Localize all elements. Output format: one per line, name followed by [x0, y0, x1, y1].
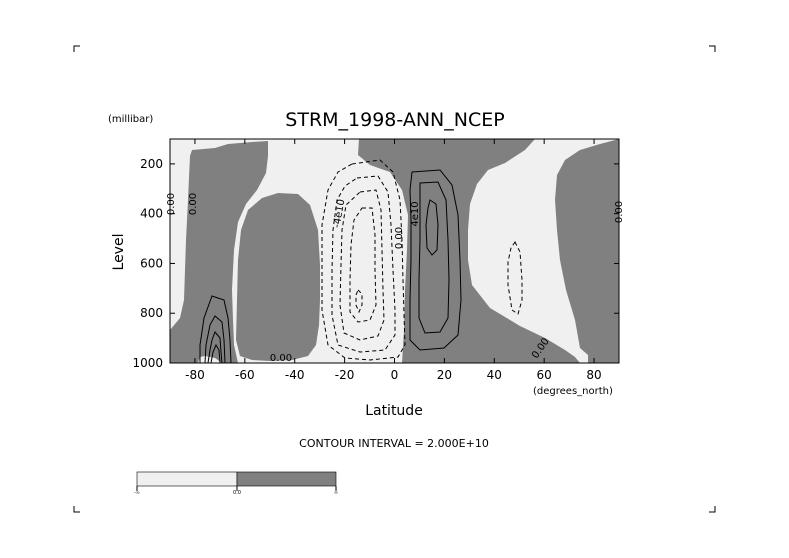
x-tick-label: -20 — [335, 368, 355, 382]
negative-contours — [321, 159, 523, 361]
y-tick-label: 600 — [140, 256, 163, 270]
contour-label-minus-4e10: -4e10 — [332, 198, 348, 228]
contour-neg-3 — [339, 189, 385, 341]
shaded-region-northern-cell — [358, 139, 580, 363]
x-tick-label: -80 — [185, 368, 205, 382]
colorbar-dark-swatch — [236, 471, 337, 487]
shaded-region-north-polar — [555, 139, 619, 363]
contour-neg-5 — [355, 289, 363, 314]
chart-title: STRM_1998-ANN_NCEP — [285, 109, 504, 131]
shaded-regions — [170, 139, 619, 363]
x-axis: -80 -60 -40 -20 0 20 40 60 80 — [185, 139, 602, 382]
corner-marks — [73, 45, 716, 513]
colorbar-light-swatch — [136, 471, 238, 487]
contour-neg-4 — [349, 207, 377, 323]
x-tick-label: 60 — [537, 368, 552, 382]
contour-label-zero-3: 0.00 — [394, 227, 405, 249]
y-units-label: (millibar) — [108, 114, 153, 125]
x-tick-label: -40 — [285, 368, 305, 382]
x-axis-label: Latitude — [365, 403, 423, 419]
x-tick-label: 40 — [487, 368, 502, 382]
x-tick-label: 0 — [391, 368, 399, 382]
contour-interval-note: CONTOUR INTERVAL = 2.000E+10 — [299, 437, 489, 450]
colorbar-label-min: -∞ — [134, 490, 140, 496]
y-tick-label: 800 — [140, 306, 163, 320]
colorbar: -∞ 0.0 ∞ — [134, 471, 338, 496]
colorbar-label-max: ∞ — [334, 490, 338, 496]
y-axis-label: Level — [111, 234, 127, 271]
contour-neg-2 — [331, 175, 396, 353]
x-units-label: (degrees_north) — [533, 386, 613, 397]
plot-area: 0.00 0.00 -4e10 0.00 4e10 0.00 0.00 0.00 — [166, 138, 625, 364]
y-tick-label: 400 — [140, 207, 163, 221]
contour-label-zero-4: 0.00 — [270, 353, 292, 364]
contour-pos-north-2 — [418, 181, 450, 334]
contour-label-4e10: 4e10 — [410, 201, 421, 226]
y-tick-label: 1000 — [132, 356, 163, 370]
x-tick-label: 80 — [586, 368, 601, 382]
x-tick-label: -60 — [235, 368, 255, 382]
contour-neg-north — [507, 241, 523, 315]
shaded-region-southern-cell — [236, 193, 320, 361]
contour-neg-outer — [321, 159, 406, 361]
contour-pos-north-3 — [425, 199, 439, 256]
y-tick-label: 200 — [140, 157, 163, 171]
shaded-region-south-polar — [170, 141, 268, 363]
y-axis: 200 400 600 800 1000 — [132, 157, 619, 370]
contour-pos-north-1 — [409, 169, 462, 351]
contour-label-zero-2: 0.00 — [188, 193, 199, 215]
colorbar-label-zero: 0.0 — [233, 490, 241, 496]
contour-label-zero-1: 0.00 — [166, 193, 177, 215]
x-tick-label: 20 — [437, 368, 452, 382]
